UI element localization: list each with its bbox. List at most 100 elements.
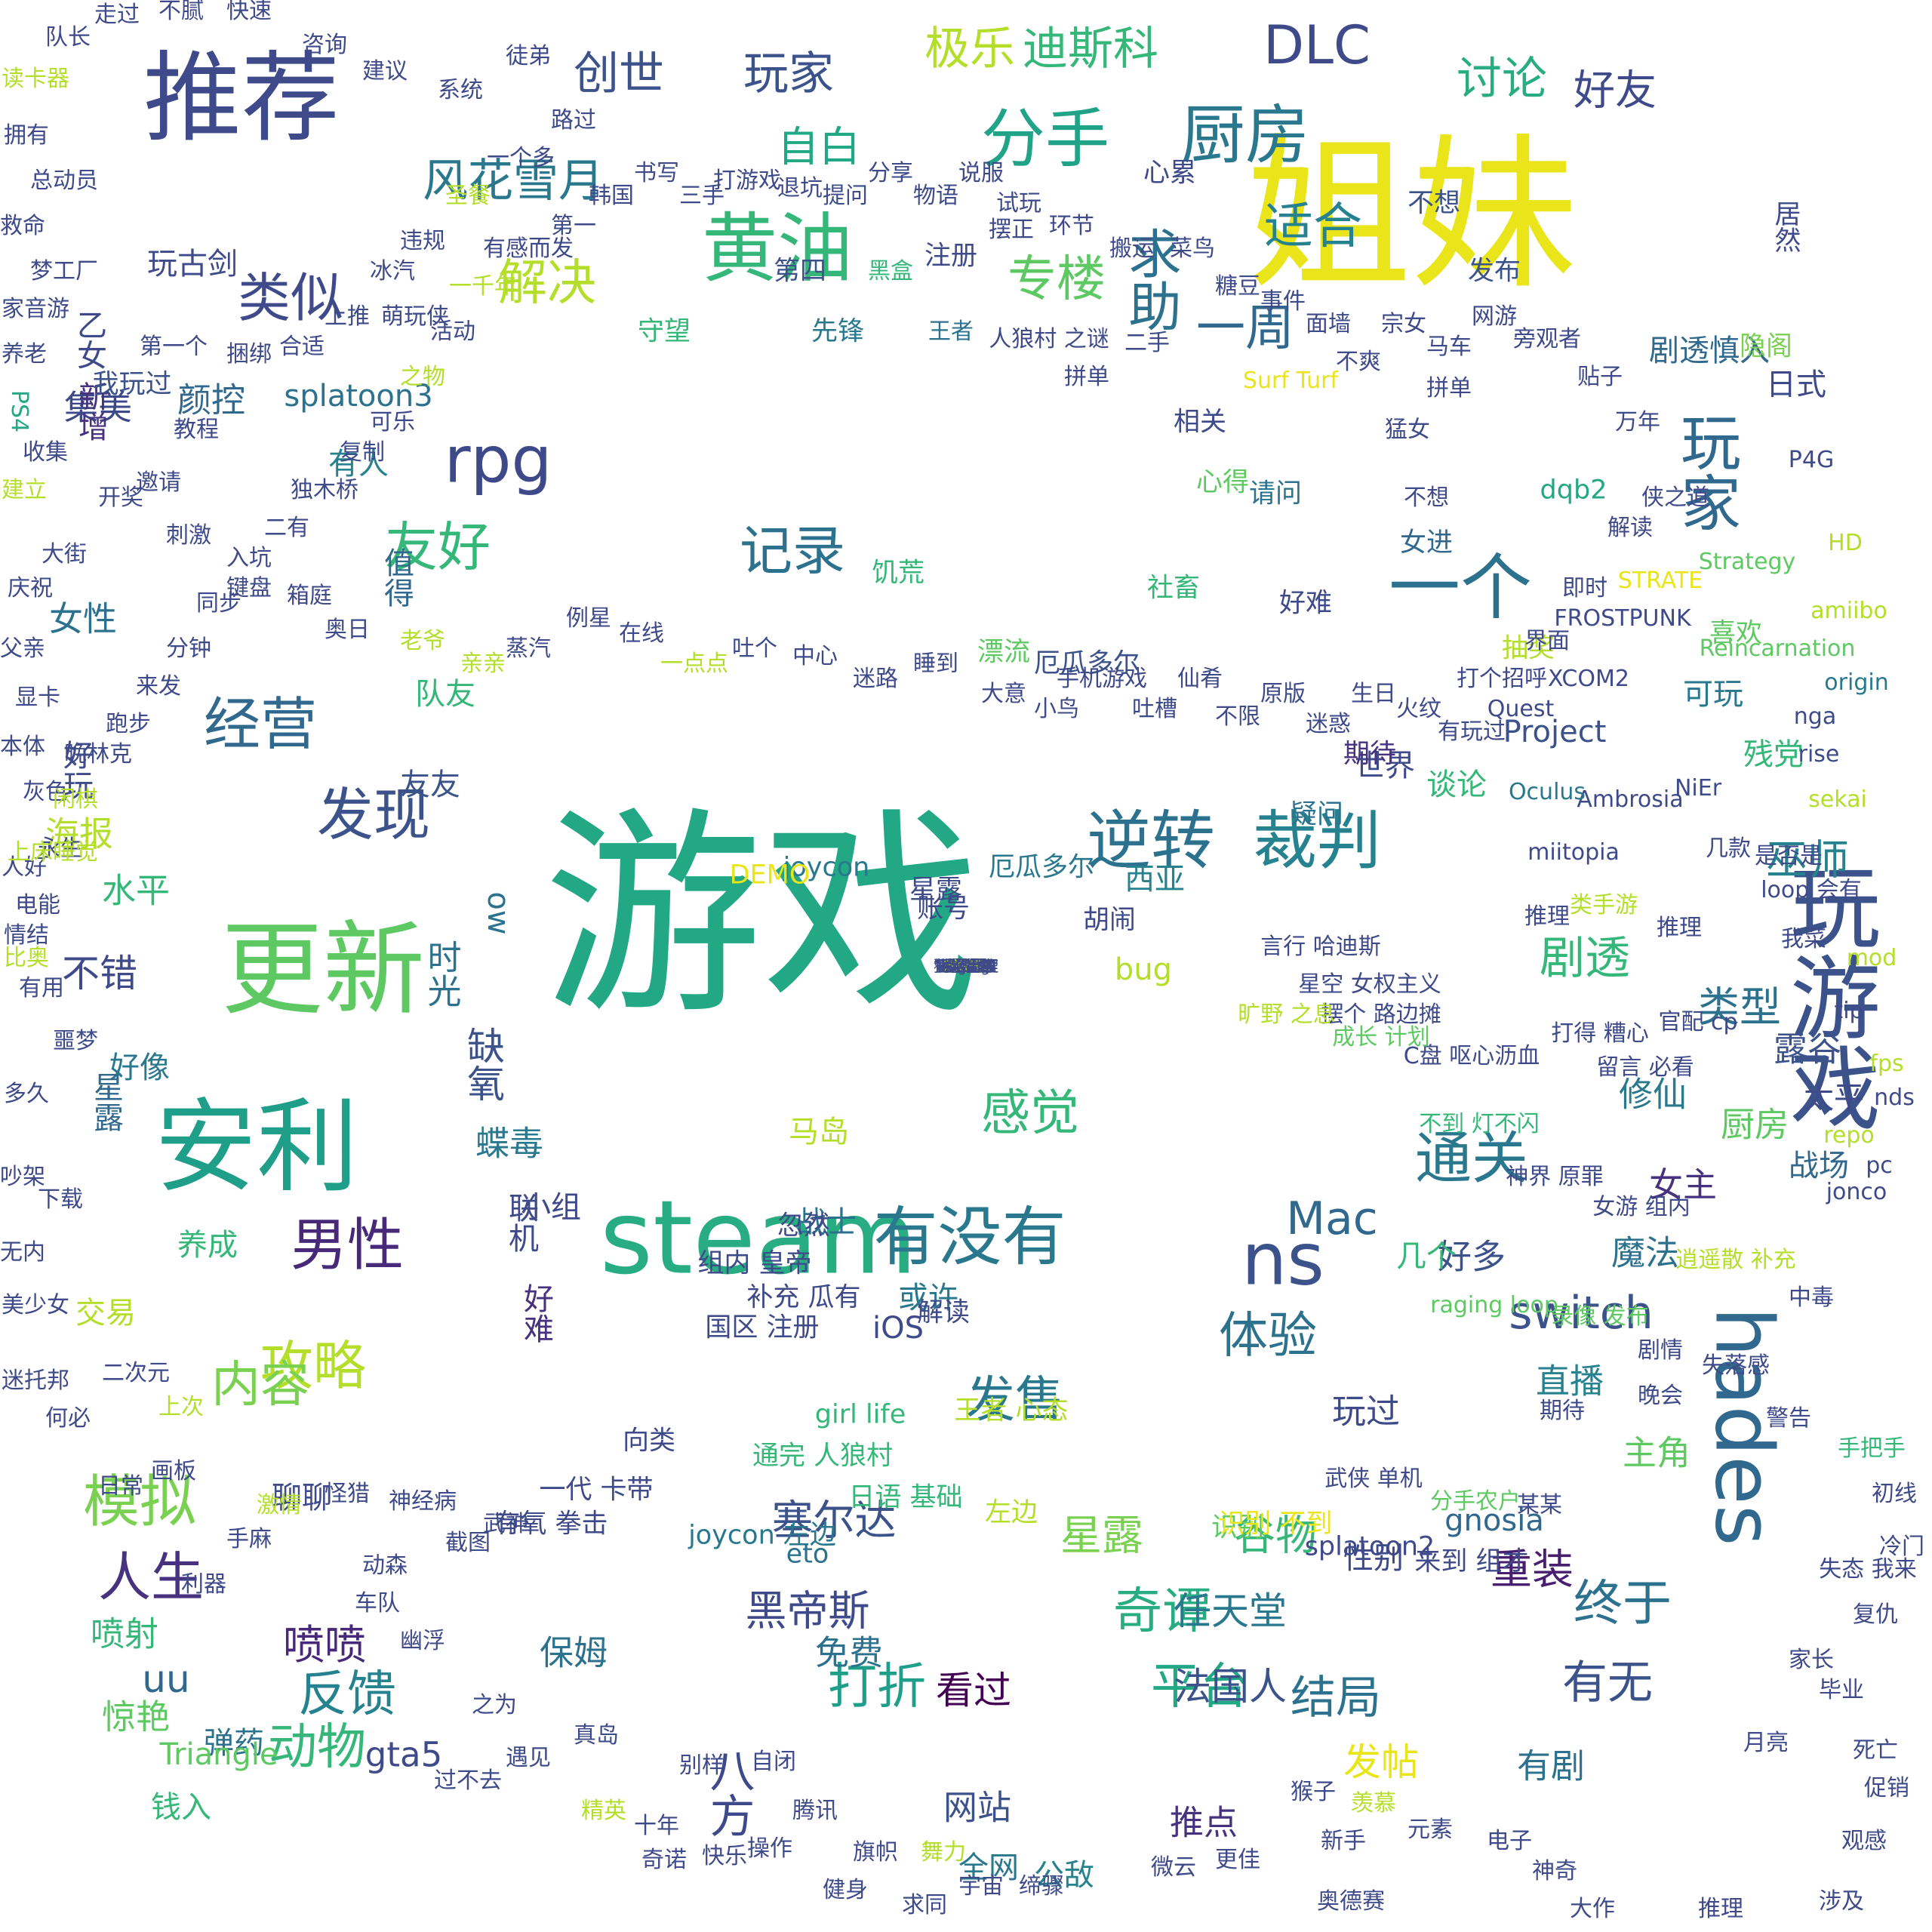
cloud-word: 蒸汽 <box>506 635 551 662</box>
cloud-word: 海报 <box>45 814 114 854</box>
cloud-word: 闲棋 <box>53 786 98 813</box>
cloud-word: 快速 <box>226 0 272 24</box>
cloud-word: 更新 <box>221 910 425 1029</box>
cloud-word: 吐槽 <box>1132 696 1177 722</box>
cloud-word: 上推 <box>325 303 370 330</box>
cloud-word: C盘 呕心沥血 <box>1403 1043 1540 1069</box>
cloud-word: 问问 <box>951 957 981 975</box>
cloud-word: 打线 <box>951 957 981 975</box>
cloud-word: 别样 <box>679 1752 724 1779</box>
cloud-word: 怒写 <box>951 957 981 975</box>
cloud-word: 队长 <box>45 24 91 51</box>
cloud-word: 恐怖 <box>951 957 981 975</box>
cloud-word: 黑帝斯 <box>745 1586 870 1635</box>
cloud-word: 注册 <box>924 241 978 272</box>
cloud-word: 隐阁 <box>1739 331 1793 362</box>
cloud-word: 感受 <box>951 957 981 975</box>
cloud-word: 健身 <box>823 1877 868 1903</box>
cloud-word: repo <box>1823 1122 1875 1149</box>
cloud-word: 手麻 <box>226 1526 272 1552</box>
cloud-word: 喂食 <box>951 957 981 975</box>
cloud-word: 翻译 <box>951 957 981 975</box>
cloud-word: 直播 <box>1535 1361 1604 1401</box>
cloud-word: rpg <box>444 423 552 498</box>
cloud-word: 求同 <box>902 1892 947 1918</box>
cloud-word: steam <box>599 1178 918 1297</box>
cloud-word: 基础 <box>951 957 981 975</box>
cloud-word: 谈论 <box>1426 768 1487 802</box>
cloud-word: splatoon3 <box>284 379 433 414</box>
cloud-word: 朋友 <box>951 957 981 975</box>
cloud-word: 元素 <box>1407 1817 1453 1843</box>
cloud-word: 列表 <box>951 957 981 975</box>
cloud-word: 打得 糟心 <box>1551 1020 1649 1047</box>
cloud-word: 有种 <box>951 957 981 975</box>
cloud-word: 猴子 <box>1291 1779 1336 1805</box>
cloud-word: 友好 <box>385 516 491 578</box>
cloud-word: 小组 <box>521 1190 581 1225</box>
cloud-word: 造型 <box>951 957 981 975</box>
cloud-word: 有剧 <box>1516 1746 1586 1786</box>
cloud-word: PS4 <box>6 389 32 433</box>
cloud-word: 是否是 <box>943 957 989 975</box>
cloud-word: 人好 <box>2 854 47 881</box>
cloud-word: 何必 <box>45 1405 91 1432</box>
cloud-word: 看席德 <box>943 957 989 975</box>
cloud-word: 出重 <box>951 957 981 975</box>
cloud-word: 养老 <box>2 341 47 368</box>
cloud-word: 人狼村 之谜 <box>989 326 1109 352</box>
cloud-word: 推理 <box>1657 915 1702 941</box>
cloud-word: 星露 <box>1060 1511 1144 1560</box>
cloud-word: 材料 <box>951 957 981 975</box>
cloud-word: 人上 <box>951 957 981 975</box>
cloud-word: 识别 不到 <box>1218 1509 1333 1540</box>
cloud-word: 心动 <box>951 957 981 975</box>
cloud-word: 旁观者 <box>1513 326 1581 352</box>
cloud-word: 几款 <box>1706 835 1751 862</box>
cloud-word: 情结 <box>4 922 49 949</box>
cloud-word: 噩梦 <box>53 1028 98 1054</box>
cloud-word: 文学 <box>951 957 981 975</box>
cloud-word: sekai <box>1808 786 1867 813</box>
cloud-word: Triangle <box>159 1737 278 1772</box>
cloud-word: 人类 <box>951 957 981 975</box>
cloud-word: NiEr <box>1674 775 1722 801</box>
cloud-word: 初线 <box>1872 1481 1917 1507</box>
cloud-word: 一个多 <box>487 145 555 171</box>
cloud-word: 推理 <box>1524 903 1570 930</box>
cloud-word: 发出 <box>951 957 981 975</box>
cloud-word: 第四 <box>773 256 827 287</box>
cloud-word: gnosia <box>1444 1503 1544 1538</box>
cloud-word: 路过 <box>551 107 596 134</box>
cloud-word: fps <box>1869 1051 1904 1077</box>
cloud-word: 打游戏 <box>713 168 781 194</box>
cloud-word: 限定 <box>951 957 981 975</box>
cloud-word: 阿根廷 <box>943 957 989 975</box>
cloud-word: 手横 <box>951 957 981 975</box>
cloud-word: 吓人 <box>951 957 981 975</box>
cloud-word: 厄瓜多尔 <box>988 852 1095 883</box>
cloud-word: STRATE <box>1617 568 1703 594</box>
cloud-word: 成长 <box>951 957 981 975</box>
cloud-word: 好多 <box>1437 1236 1506 1277</box>
cloud-word: 侠之道 <box>1641 485 1709 511</box>
cloud-word: 搁浅 <box>951 957 981 975</box>
cloud-word: 家长 <box>1789 1647 1834 1673</box>
cloud-word: 自由度 <box>943 957 989 975</box>
cloud-word: 例星 <box>566 605 611 632</box>
cloud-word: 疑问 <box>1290 799 1344 830</box>
cloud-word: joycon 左边 <box>688 1520 836 1551</box>
cloud-word: 过不去 <box>434 1767 502 1794</box>
cloud-word: 剧透 <box>1540 932 1630 985</box>
cloud-word: 早买 <box>951 957 981 975</box>
cloud-word: 入手 <box>951 957 981 975</box>
cloud-word: 失落感 <box>1702 1352 1770 1379</box>
cloud-word: 村长 <box>951 957 981 975</box>
cloud-word: 搬家 <box>951 957 981 975</box>
cloud-word: 害怕 <box>951 957 981 975</box>
cloud-word: 成长 计划 <box>1332 1024 1430 1051</box>
cloud-word: 迷托邦 <box>2 1367 69 1394</box>
cloud-word: 刺激 <box>166 522 211 549</box>
cloud-word: 有意思 <box>943 957 989 975</box>
cloud-word: 捆绑 <box>226 341 272 368</box>
